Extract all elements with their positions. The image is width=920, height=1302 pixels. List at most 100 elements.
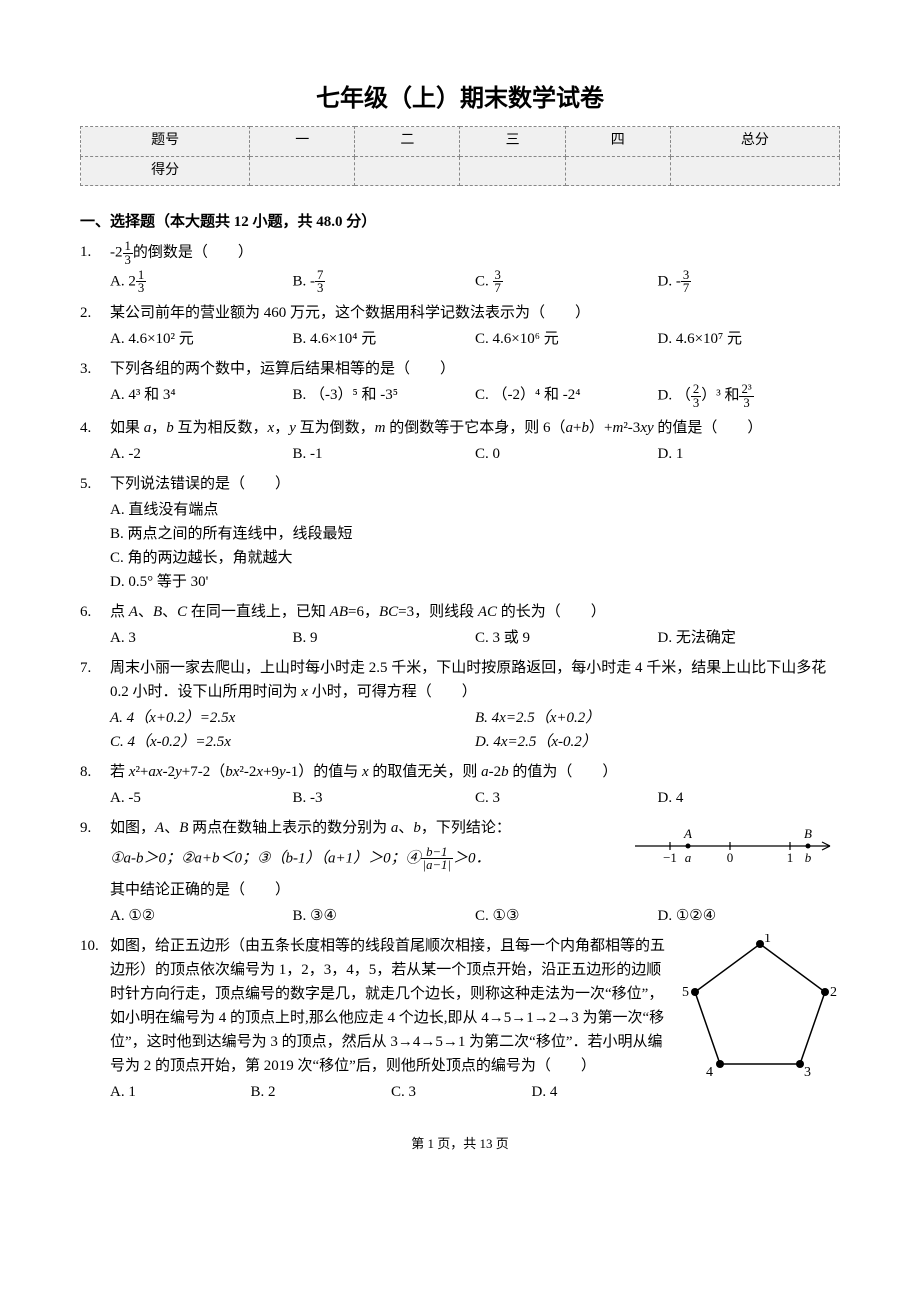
question-number: 10. <box>80 934 110 958</box>
page-footer: 第 1 页，共 13 页 <box>80 1134 840 1155</box>
option-b: B. （-3）⁵ 和 -3⁵ <box>293 383 476 410</box>
svg-text:B: B <box>804 826 812 841</box>
options: A. 1 B. 2 C. 3 D. 4 <box>110 1080 672 1104</box>
option-b: B. -3 <box>293 786 476 810</box>
option-a: A. 直线没有端点 <box>110 498 840 522</box>
question-2: 2. 某公司前年的营业额为 460 万元，这个数据用科学记数法表示为（ ） A.… <box>80 301 840 351</box>
option-a: A. 4.6×10² 元 <box>110 327 293 351</box>
cell-empty <box>355 156 460 185</box>
question-stem: 若 x²+ax-2y+7-2（bx²-2x+9y-1）的值与 x 的取值无关，则… <box>110 760 840 784</box>
question-stem: 某公司前年的营业额为 460 万元，这个数据用科学记数法表示为（ ） <box>110 301 840 325</box>
options: A. ①② B. ③④ C. ①③ D. ①②④ <box>110 904 840 928</box>
question-10: 10. 12345 如图，给正五边形（由五条长度相等的线段首尾顺次相接，且每一个… <box>80 934 840 1104</box>
svg-text:A: A <box>683 826 692 841</box>
option-c: C. （-2）⁴ 和 -2⁴ <box>475 383 658 410</box>
question-number: 8. <box>80 760 110 784</box>
question-stem: -213的倒数是（ ） <box>110 240 840 267</box>
option-a: A. ①② <box>110 904 293 928</box>
svg-text:−1: −1 <box>663 850 677 865</box>
question-stem: 周末小丽一家去爬山，上山时每小时走 2.5 千米，下山时按原路返回，每小时走 4… <box>110 656 840 704</box>
svg-text:0: 0 <box>727 850 734 865</box>
question-stem: 点 A、B、C 在同一直线上，已知 AB=6，BC=3，则线段 AC 的长为（ … <box>110 600 840 624</box>
option-c: C. 3 <box>475 786 658 810</box>
option-d: D. 无法确定 <box>658 626 841 650</box>
question-6: 6. 点 A、B、C 在同一直线上，已知 AB=6，BC=3，则线段 AC 的长… <box>80 600 840 650</box>
option-b: B. 4x=2.5（x+0.2） <box>475 706 840 730</box>
cell-col: 总分 <box>670 127 839 156</box>
question-number: 4. <box>80 416 110 440</box>
cell-label: 题号 <box>81 127 250 156</box>
cell-col: 三 <box>460 127 565 156</box>
option-c: C. 3 或 9 <box>475 626 658 650</box>
options: A. -2 B. -1 C. 0 D. 1 <box>110 442 840 466</box>
svg-text:1: 1 <box>787 850 794 865</box>
option-c: C. 37 <box>475 269 658 296</box>
option-a: A. 213 <box>110 269 293 296</box>
question-4: 4. 如果 a，b 互为相反数，x，y 互为倒数，m 的倒数等于它本身，则 6（… <box>80 416 840 466</box>
question-stem: 如果 a，b 互为相反数，x，y 互为倒数，m 的倒数等于它本身，则 6（a+b… <box>110 416 840 440</box>
option-a: A. 4³ 和 3⁴ <box>110 383 293 410</box>
option-c: C. 4.6×10⁶ 元 <box>475 327 658 351</box>
question-9: 9. −1a01bAB 如图，A、B 两点在数轴上表示的数分别为 a、b，下列结… <box>80 816 840 929</box>
option-a: A. 3 <box>110 626 293 650</box>
number-line-figure: −1 a 0 1b A B <box>630 816 840 874</box>
cell-empty <box>460 156 565 185</box>
option-a: A. -5 <box>110 786 293 810</box>
question-stem-3: 其中结论正确的是（ ） <box>110 878 840 902</box>
table-row: 得分 <box>81 156 840 185</box>
option-d: D. ①②④ <box>658 904 841 928</box>
question-1: 1. -213的倒数是（ ） A. 213 B. -73 C. 37 D. -3… <box>80 240 840 295</box>
option-a: A. -2 <box>110 442 293 466</box>
option-d: D. 4x=2.5（x-0.2） <box>475 730 840 754</box>
options: A. 3 B. 9 C. 3 或 9 D. 无法确定 <box>110 626 840 650</box>
cell-col: 一 <box>250 127 355 156</box>
option-d: D. 1 <box>658 442 841 466</box>
option-c: C. ①③ <box>475 904 658 928</box>
cell-empty <box>670 156 839 185</box>
question-number: 3. <box>80 357 110 381</box>
section-header: 一、选择题（本大题共 12 小题，共 48.0 分） <box>80 210 840 234</box>
page-title: 七年级（上）期末数学试卷 <box>80 80 840 118</box>
question-3: 3. 下列各组的两个数中，运算后结果相等的是（ ） A. 4³ 和 3⁴ B. … <box>80 357 840 410</box>
cell-col: 二 <box>355 127 460 156</box>
options: A. 4.6×10² 元 B. 4.6×10⁴ 元 C. 4.6×10⁶ 元 D… <box>110 327 840 351</box>
option-c: C. 4（x-0.2）=2.5x <box>110 730 475 754</box>
table-row: 题号 一 二 三 四 总分 <box>81 127 840 156</box>
svg-text:a: a <box>685 850 692 865</box>
options: A. -5 B. -3 C. 3 D. 4 <box>110 786 840 810</box>
option-b: B. 两点之间的所有连线中，线段最短 <box>110 522 840 546</box>
question-number: 2. <box>80 301 110 325</box>
option-d: D. 0.5° 等于 30' <box>110 570 840 594</box>
option-d: D. 4 <box>532 1080 673 1104</box>
question-number: 9. <box>80 816 110 840</box>
cell-empty <box>565 156 670 185</box>
svg-text:5: 5 <box>682 985 689 1000</box>
option-d: D. 4 <box>658 786 841 810</box>
svg-text:b: b <box>805 850 812 865</box>
option-b: B. 4.6×10⁴ 元 <box>293 327 476 351</box>
options: A. 213 B. -73 C. 37 D. -37 <box>110 269 840 296</box>
option-d: D. 4.6×10⁷ 元 <box>658 327 841 351</box>
option-b: B. ③④ <box>293 904 476 928</box>
option-a: A. 4（x+0.2）=2.5x <box>110 706 475 730</box>
option-b: B. -73 <box>293 269 476 296</box>
options: A. 直线没有端点 B. 两点之间的所有连线中，线段最短 C. 角的两边越长，角… <box>110 498 840 594</box>
pentagon-figure: 12345 <box>680 934 840 1092</box>
svg-text:1: 1 <box>764 934 771 946</box>
question-number: 6. <box>80 600 110 624</box>
question-number: 7. <box>80 656 110 680</box>
options: A. 4（x+0.2）=2.5x B. 4x=2.5（x+0.2） C. 4（x… <box>110 706 840 754</box>
question-number: 1. <box>80 240 110 264</box>
cell-label: 得分 <box>81 156 250 185</box>
question-number: 5. <box>80 472 110 496</box>
score-table: 题号 一 二 三 四 总分 得分 <box>80 126 840 186</box>
option-c: C. 角的两边越长，角就越大 <box>110 546 840 570</box>
cell-col: 四 <box>565 127 670 156</box>
cell-empty <box>250 156 355 185</box>
option-d: D. （23）³ 和2³3 <box>658 383 841 410</box>
option-b: B. 2 <box>251 1080 392 1104</box>
option-b: B. -1 <box>293 442 476 466</box>
options: A. 4³ 和 3⁴ B. （-3）⁵ 和 -3⁵ C. （-2）⁴ 和 -2⁴… <box>110 383 840 410</box>
question-stem: 下列各组的两个数中，运算后结果相等的是（ ） <box>110 357 840 381</box>
option-c: C. 0 <box>475 442 658 466</box>
